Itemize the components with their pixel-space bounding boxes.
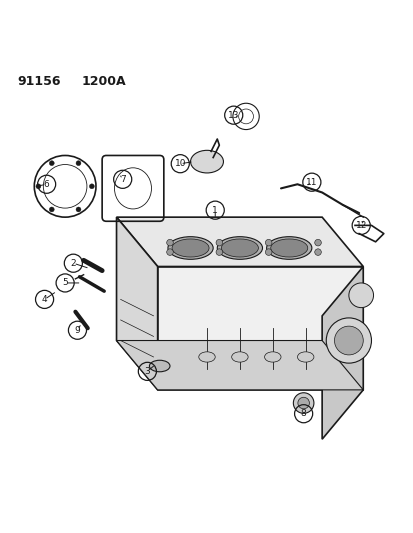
Ellipse shape: [231, 352, 247, 362]
Circle shape: [49, 207, 54, 212]
Circle shape: [325, 318, 370, 363]
Polygon shape: [157, 266, 362, 390]
Ellipse shape: [270, 239, 307, 257]
Circle shape: [166, 239, 173, 246]
Ellipse shape: [217, 237, 262, 259]
Ellipse shape: [168, 237, 213, 259]
Circle shape: [89, 184, 94, 189]
Circle shape: [216, 239, 222, 246]
Circle shape: [216, 249, 222, 255]
Circle shape: [49, 160, 54, 166]
Ellipse shape: [172, 239, 209, 257]
Polygon shape: [116, 217, 362, 266]
Ellipse shape: [190, 150, 223, 173]
Text: 91156: 91156: [18, 75, 61, 88]
Text: 1200A: 1200A: [81, 75, 126, 88]
Text: 1: 1: [212, 206, 218, 215]
Ellipse shape: [264, 352, 280, 362]
Circle shape: [265, 239, 271, 246]
Text: 9: 9: [74, 326, 80, 335]
Text: 4: 4: [42, 295, 47, 304]
Text: 11: 11: [305, 177, 317, 187]
Circle shape: [265, 249, 271, 255]
Text: 12: 12: [355, 221, 366, 230]
Text: 6: 6: [44, 180, 50, 189]
Polygon shape: [116, 341, 362, 390]
Circle shape: [314, 249, 320, 255]
Circle shape: [76, 160, 81, 166]
Text: 5: 5: [62, 278, 68, 287]
Circle shape: [76, 207, 81, 212]
Ellipse shape: [198, 352, 215, 362]
Text: 13: 13: [228, 111, 239, 120]
Circle shape: [348, 283, 373, 308]
Text: 7: 7: [119, 175, 125, 184]
Ellipse shape: [149, 360, 170, 372]
Ellipse shape: [266, 237, 311, 259]
Circle shape: [297, 397, 309, 409]
Circle shape: [166, 249, 173, 255]
Text: 10: 10: [174, 159, 185, 168]
Circle shape: [293, 393, 313, 413]
Circle shape: [36, 184, 41, 189]
Circle shape: [334, 326, 362, 355]
Text: 3: 3: [144, 367, 150, 376]
Ellipse shape: [221, 239, 258, 257]
Text: 8: 8: [300, 409, 306, 418]
Polygon shape: [116, 217, 157, 390]
Polygon shape: [321, 266, 362, 439]
Ellipse shape: [297, 352, 313, 362]
Circle shape: [314, 239, 320, 246]
Text: 2: 2: [70, 259, 76, 268]
